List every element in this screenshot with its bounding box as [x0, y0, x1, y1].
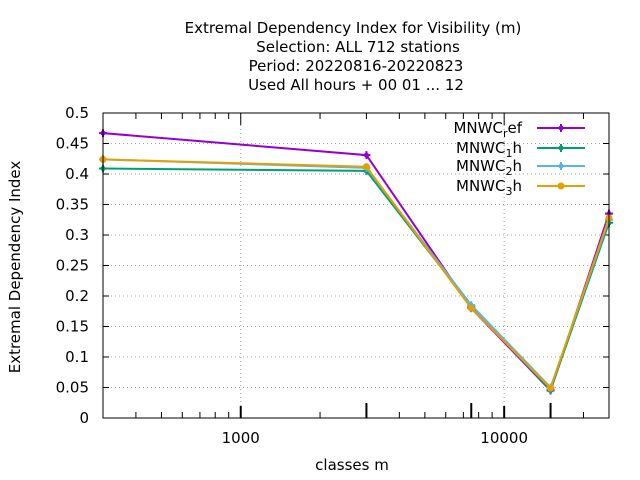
- x-axis-label: classes m: [315, 456, 389, 474]
- data-point-dot: [363, 152, 369, 158]
- plot-frame: [102, 112, 610, 419]
- data-point-dot: [558, 163, 564, 169]
- chart-title-line: Period: 20220816-20220823: [249, 57, 464, 75]
- chart-title-line: Used All hours + 00 01 ... 12: [248, 76, 464, 94]
- y-tick-label: 0.45: [56, 135, 89, 153]
- x-tick-label: 1000: [222, 429, 260, 447]
- data-point: [467, 304, 475, 312]
- data-point-dot: [558, 125, 564, 131]
- y-tick-label: 0.1: [65, 348, 89, 366]
- y-tick-label: 0.3: [65, 226, 89, 244]
- data-point: [557, 162, 565, 170]
- y-tick-label: 0.05: [56, 379, 89, 397]
- y-tick-label: 0.35: [56, 196, 89, 214]
- data-point-dot: [558, 145, 564, 151]
- series: [99, 155, 613, 392]
- x-tick-label: 10000: [480, 429, 528, 447]
- legend-label: MNWC1h: [456, 139, 522, 160]
- grid: [103, 112, 609, 419]
- chart-title-line: Selection: ALL 712 stations: [256, 38, 460, 56]
- data-point: [547, 384, 555, 392]
- chart-title-line: Extremal Dependency Index for Visibility…: [185, 19, 522, 37]
- series: [99, 164, 613, 394]
- series: [99, 155, 613, 392]
- y-tick-label: 0.5: [65, 104, 89, 122]
- series-line: [102, 158, 610, 390]
- y-tick-label: 0.25: [56, 257, 89, 275]
- y-tick-label: 0.4: [65, 165, 89, 183]
- series-lines: [99, 129, 613, 395]
- data-point: [557, 124, 565, 132]
- axis-ticks: 0 0.05 0.1 0.15 0.2 0.25 0.3 0.35 0.4 0.45 0.5 1000…: [56, 104, 609, 447]
- chart-title: Extremal Dependency Index for Visibility…: [185, 19, 522, 94]
- y-tick-label: 0.2: [65, 287, 89, 305]
- data-point: [362, 163, 370, 171]
- data-point: [362, 151, 371, 160]
- y-tick-label: 0.15: [56, 318, 89, 336]
- data-point: [557, 144, 565, 152]
- y-tick-label: 0: [79, 409, 89, 427]
- legend-label: MNWC2h: [456, 157, 522, 178]
- y-axis-label: Extremal Dependency Index: [6, 161, 24, 374]
- legend-label: MNWC3h: [456, 177, 522, 198]
- series-line: [102, 158, 610, 390]
- data-point: [557, 182, 565, 190]
- legend-label: MNWCref: [453, 119, 522, 140]
